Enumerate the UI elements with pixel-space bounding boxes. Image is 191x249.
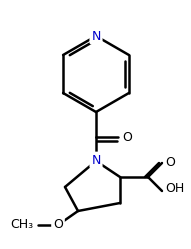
Text: CH₃: CH₃ bbox=[10, 219, 33, 232]
Text: OH: OH bbox=[165, 183, 184, 195]
Text: N: N bbox=[91, 153, 101, 167]
Text: O: O bbox=[122, 130, 132, 143]
Text: O: O bbox=[53, 219, 63, 232]
Text: N: N bbox=[91, 29, 101, 43]
Text: O: O bbox=[165, 157, 175, 170]
